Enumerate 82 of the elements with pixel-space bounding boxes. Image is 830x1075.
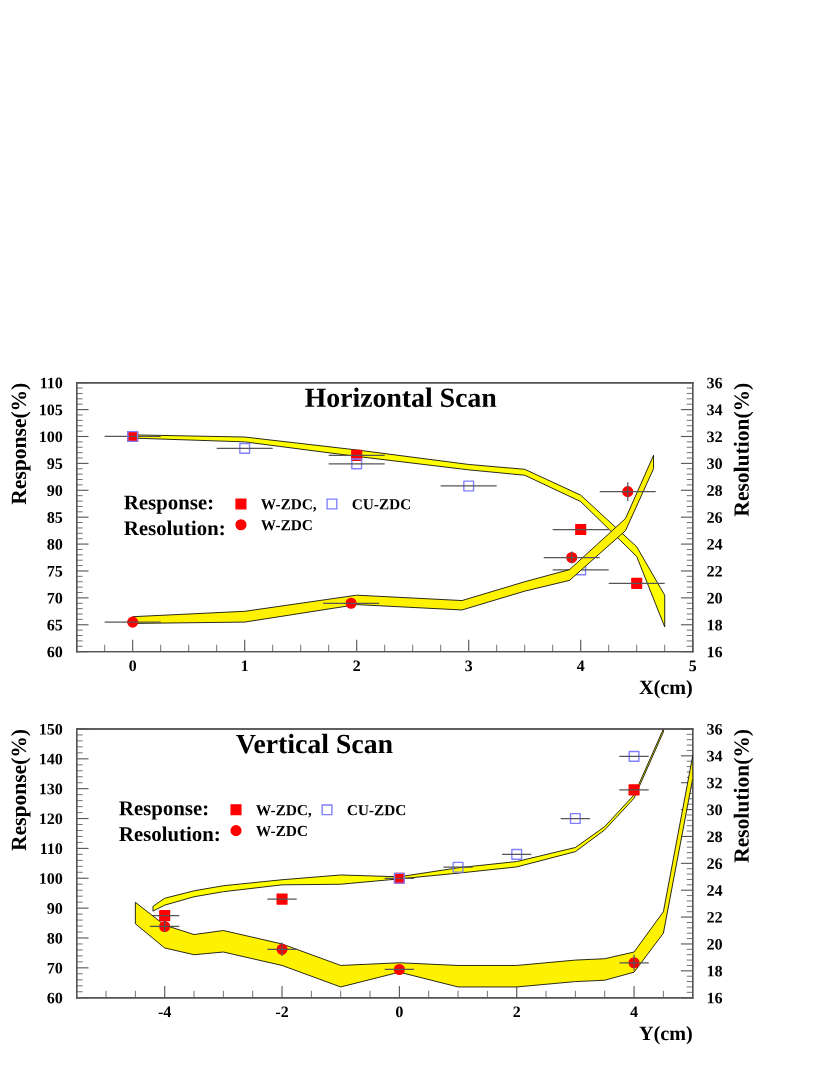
annotation: Response: [119,801,208,820]
y-tick-label: 100 [40,873,63,884]
point [511,848,523,860]
y2-tick-label: 24 [707,885,723,896]
point [351,458,363,470]
x-tick-label: -2 [275,1006,288,1018]
x-tick-label: 2 [353,660,361,672]
y2-tick-label: 26 [707,512,723,523]
y2-tick-label: 22 [707,912,722,923]
y2-tick-label: 28 [707,485,723,496]
point [575,523,587,536]
x-tick-label: 5 [689,660,697,672]
legend-label: W-ZDC, [256,805,312,818]
y2-tick-label: 16 [707,646,723,658]
x-tick-label: -4 [158,1006,172,1018]
y-tick-label: 70 [47,592,63,604]
y2-axis-title: Resolution(%) [733,729,754,863]
y2-tick-label: 16 [707,992,723,1004]
annotation: Response: [124,495,213,514]
y2-tick-label: 36 [707,723,723,735]
y-tick-label: 60 [47,646,63,658]
x-tick-label: 0 [129,660,137,672]
x-axis-title: Y(cm) [639,1026,692,1045]
legend-label: CU-ZDC [347,805,406,816]
y-tick-label: 110 [41,377,63,389]
y2-tick-label: 26 [707,858,723,870]
x-tick-label: 1 [241,660,248,672]
y2-tick-label: 34 [707,404,723,416]
point [628,750,640,762]
legend-label: W-ZDC, [261,499,317,512]
chart-title: Vertical Scan [236,733,393,754]
y-axis-title: Response(%) [10,383,31,505]
y2-tick-label: 18 [707,619,723,631]
point [631,577,643,589]
y-tick-label: 85 [47,512,63,523]
y-tick-label: 80 [47,932,63,944]
legend-label: W-ZDC [261,520,312,531]
y2-tick-label: 32 [707,777,722,789]
y-tick-label: 100 [40,431,63,443]
y2-tick-label: 30 [707,458,722,470]
y-axis-title: Response(%) [10,729,31,851]
y-tick-label: 150 [40,723,63,735]
y-tick-label: 95 [47,458,63,470]
y2-tick-label: 28 [707,831,723,843]
point [569,812,581,825]
y2-tick-label: 34 [707,750,723,762]
y-tick-label: 140 [40,753,63,765]
y-tick-label: 105 [40,404,63,416]
y-tick-label: 90 [47,903,63,914]
x-tick-label: 3 [465,660,473,672]
y-tick-label: 80 [47,539,63,550]
y-tick-label: 65 [47,619,63,631]
y-tick-label: 75 [47,566,63,577]
y2-tick-label: 22 [707,565,722,577]
y2-tick-label: 20 [707,592,722,604]
legend-label: CU-ZDC [352,499,411,510]
y2-tick-label: 18 [707,965,723,977]
y2-tick-label: 32 [707,431,722,443]
x-axis-title: X(cm) [639,680,692,699]
y2-tick-label: 30 [707,804,722,816]
y2-tick-label: 20 [707,938,722,950]
chart-title: Horizontal Scan [305,387,497,408]
annotation: Resolution: [124,520,224,536]
x-tick-label: 0 [395,1006,403,1018]
legend-label: W-ZDC [256,825,307,837]
y-tick-label: 130 [40,783,63,795]
point [463,480,475,492]
point [239,442,251,454]
y-tick-label: 120 [40,813,63,825]
y-tick-label: 60 [47,992,63,1004]
y2-axis-title: Resolution(%) [733,383,754,517]
y-tick-label: 90 [47,485,63,496]
x-tick-label: 4 [630,1006,638,1018]
y2-tick-label: 24 [707,539,723,550]
y-tick-label: 110 [41,843,63,855]
x-tick-label: 2 [513,1006,521,1018]
point [452,861,464,873]
annotation: Resolution: [119,826,219,842]
point [276,893,288,905]
y-tick-label: 70 [47,962,63,974]
y2-tick-label: 36 [707,377,723,389]
x-tick-label: 4 [576,660,585,672]
